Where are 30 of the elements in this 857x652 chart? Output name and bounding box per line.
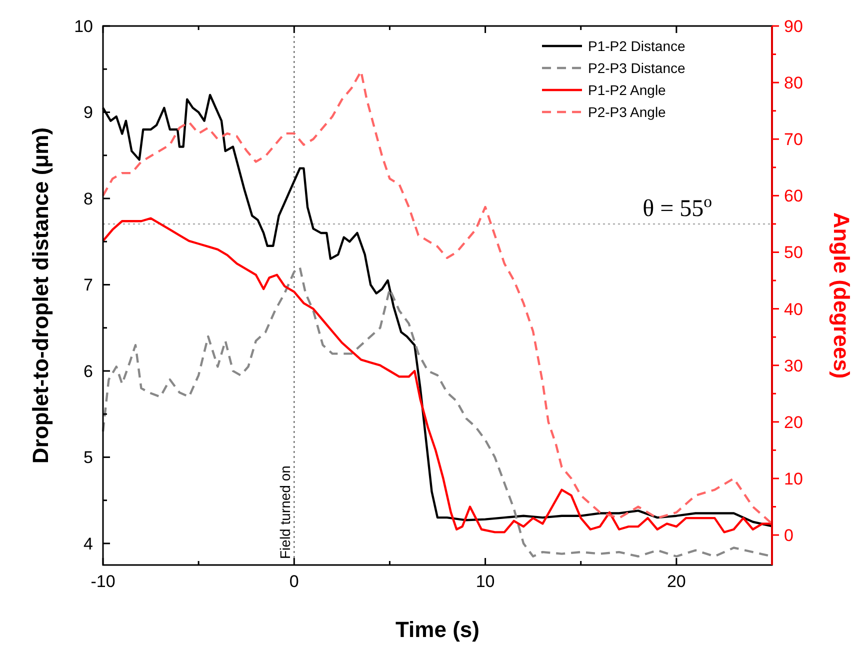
x-tick-label: -10 [90, 572, 116, 591]
y-tick-label: 7 [84, 276, 93, 295]
x-tick-label: 20 [666, 572, 686, 591]
y2-tick-label: 60 [784, 186, 803, 206]
y2-tick-label: 30 [784, 356, 803, 376]
y-tick-label: 10 [74, 17, 93, 36]
y2-tick-label: 40 [784, 300, 803, 319]
y-axis-title: Droplet-to-droplet distance (μm) [28, 127, 53, 464]
y-tick-label: 9 [84, 103, 93, 122]
y2-tick-label: 10 [784, 469, 803, 488]
y2-tick-label: 50 [784, 243, 803, 262]
ref-line-label: Field turned on [277, 466, 294, 559]
y-tick-label: 5 [84, 448, 93, 468]
legend-label: P2-P3 Angle [588, 104, 666, 120]
y-tick-label: 4 [84, 534, 93, 554]
legend-label: P1-P2 Distance [588, 38, 686, 54]
ref-line-label: θ = 55$^{o}$ [642, 191, 712, 222]
y2-tick-label: 0 [784, 526, 794, 546]
y-tick-label: 8 [84, 189, 93, 208]
x-axis-title: Time (s) [396, 617, 480, 642]
y-tick-label: 6 [84, 362, 93, 381]
y2-tick-label: 70 [784, 130, 803, 150]
legend-label: P2-P3 Distance [588, 60, 686, 76]
y2-tick-label: 20 [784, 412, 803, 432]
y2-tick-label: 80 [784, 74, 803, 93]
y2-tick-label: 90 [784, 17, 803, 36]
x-tick-label: 10 [476, 572, 495, 591]
legend-label: P1-P2 Angle [588, 82, 666, 98]
x-tick-label: 0 [289, 572, 299, 591]
y2-axis-title: Angle (degrees) [829, 212, 854, 379]
